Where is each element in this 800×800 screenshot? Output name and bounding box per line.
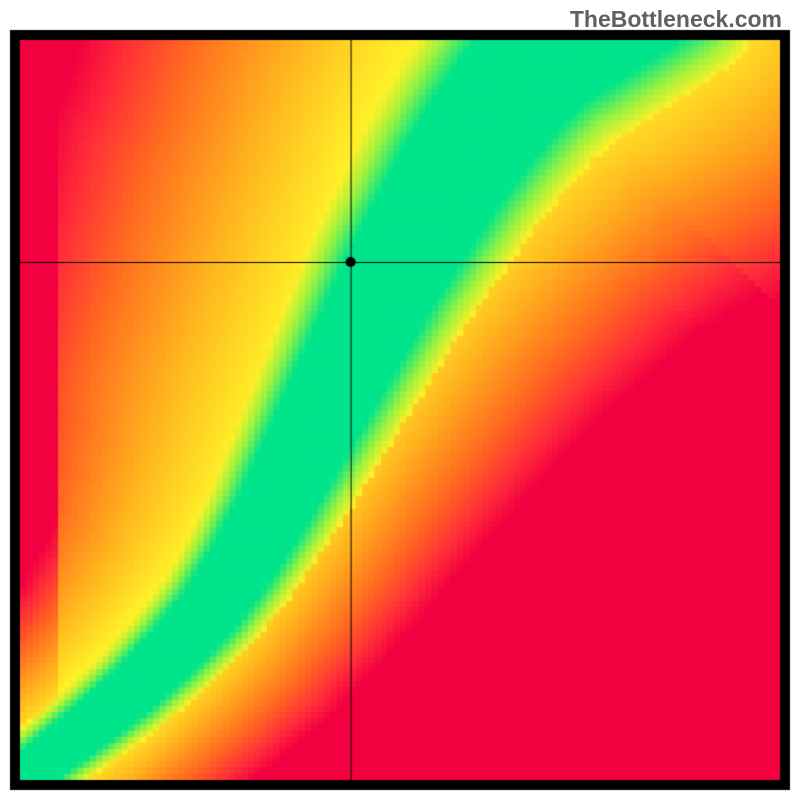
heatmap-canvas xyxy=(0,0,800,800)
chart-container: TheBottleneck.com xyxy=(0,0,800,800)
watermark-text: TheBottleneck.com xyxy=(570,6,782,33)
